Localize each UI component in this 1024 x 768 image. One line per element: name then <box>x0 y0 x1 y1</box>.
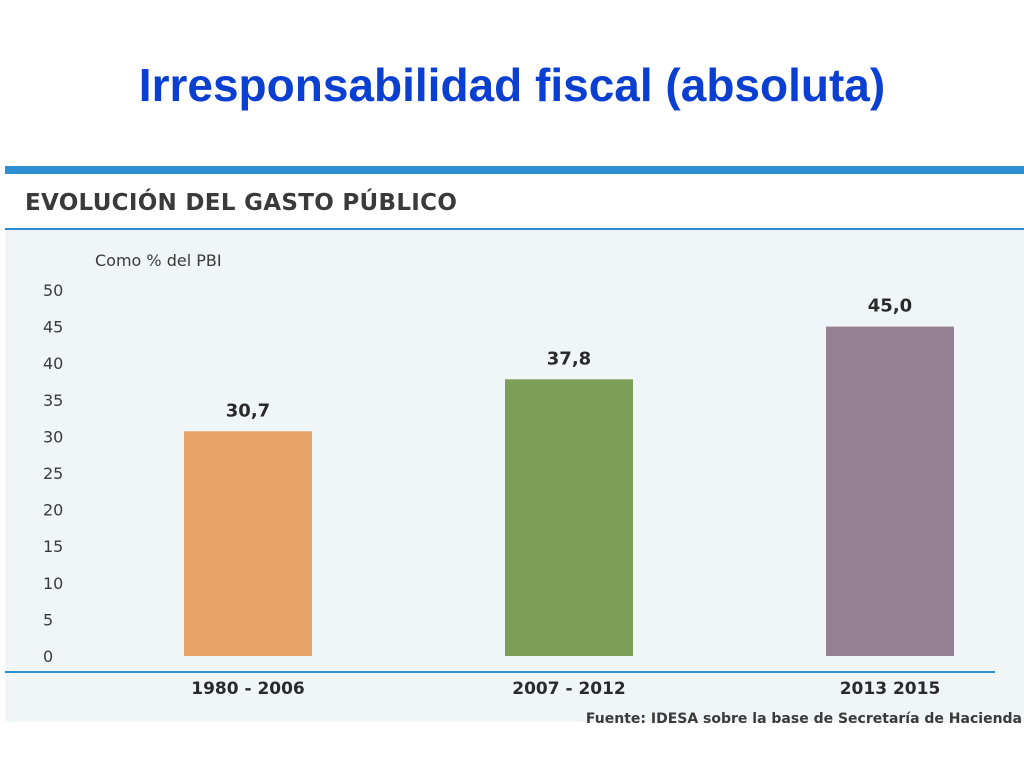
bar <box>826 326 954 656</box>
y-tick-label: 30 <box>43 427 63 446</box>
slide-title: Irresponsabilidad fiscal (absoluta) <box>138 59 886 111</box>
y-tick-label: 45 <box>43 318 63 337</box>
bar-chart: Como % del PBI 0 5 10 15 20 25 30 35 40 45 50 30,7 19… <box>5 251 995 699</box>
source-note: Fuente: IDESA sobre la base de Secretarí… <box>585 711 1022 727</box>
data-label: 30,7 <box>226 400 270 421</box>
y-tick-label: 40 <box>43 354 63 373</box>
bar <box>184 431 312 656</box>
bar <box>505 379 633 656</box>
y-tick-label: 35 <box>43 391 63 410</box>
data-label: 37,8 <box>547 348 591 369</box>
chart-panel-header: EVOLUCIÓN DEL GASTO PÚBLICO <box>5 174 1024 230</box>
y-tick-label: 25 <box>43 464 63 483</box>
x-tick-label: 1980 - 2006 <box>191 679 305 699</box>
y-tick-label: 10 <box>43 574 63 593</box>
y-tick-label: 20 <box>43 501 63 520</box>
y-axis-label: Como % del PBI <box>95 251 222 270</box>
y-tick-label: 15 <box>43 537 63 556</box>
chart-title: EVOLUCIÓN DEL GASTO PÚBLICO <box>25 190 458 216</box>
y-tick-label: 0 <box>43 647 53 666</box>
chart-panel: EVOLUCIÓN DEL GASTO PÚBLICO Como % del P… <box>5 166 1024 727</box>
y-tick-label: 5 <box>43 610 53 629</box>
data-label: 45,0 <box>868 296 912 317</box>
x-tick-label: 2013 2015 <box>840 679 941 699</box>
y-tick-label: 50 <box>43 281 63 300</box>
x-tick-label: 2007 - 2012 <box>512 679 626 699</box>
